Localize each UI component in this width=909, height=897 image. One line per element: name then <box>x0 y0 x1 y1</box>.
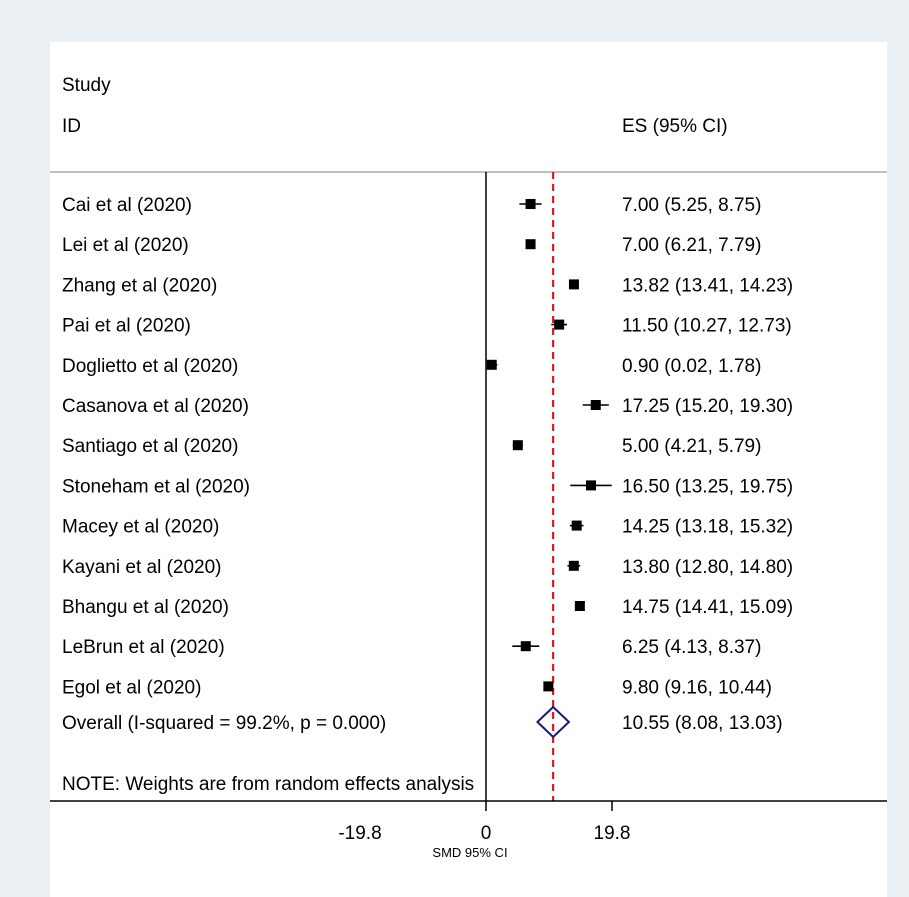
study-row: Santiago et al (2020) 5.00 (4.21, 5.79) <box>62 436 761 457</box>
effect-marker <box>571 520 582 531</box>
study-row: Pai et al (2020) 11.50 (10.27, 12.73) <box>62 316 792 337</box>
x-tick-label: 0 <box>481 823 492 844</box>
study-es-label: 11.50 (10.27, 12.73) <box>622 316 792 337</box>
study-es-label: 13.82 (13.41, 14.23) <box>622 275 793 296</box>
study-name: Pai et al (2020) <box>62 316 191 337</box>
header-es: ES (95% CI) <box>622 116 728 137</box>
study-row: Stoneham et al (2020) 16.50 (13.25, 19.75… <box>62 476 793 497</box>
study-row: Kayani et al (2020) 13.80 (12.80, 14.80) <box>62 557 793 578</box>
study-row: Lei et al (2020) 7.00 (6.21, 7.79) <box>62 235 761 256</box>
study-name: Kayani et al (2020) <box>62 557 222 578</box>
study-es-label: 7.00 (6.21, 7.79) <box>622 235 761 256</box>
study-row: Macey et al (2020) 14.25 (13.18, 15.32) <box>62 517 793 538</box>
study-row: Casanova et al (2020) 17.25 (15.20, 19.30… <box>62 396 793 417</box>
effect-marker <box>568 560 579 571</box>
x-axis-ticks: -19.8 0 19.8 <box>338 801 630 844</box>
study-es-label: 13.80 (12.80, 14.80) <box>622 557 793 578</box>
effect-marker <box>574 601 585 611</box>
study-es-label: 6.25 (4.13, 8.37) <box>622 637 761 658</box>
study-es-label: 7.00 (5.25, 8.75) <box>622 195 761 216</box>
effect-marker <box>525 199 536 209</box>
study-es-label: 14.25 (13.18, 15.32) <box>622 517 793 538</box>
effect-marker <box>543 681 554 692</box>
header-study: Study <box>62 75 111 96</box>
study-es-label: 5.00 (4.21, 5.79) <box>622 436 761 457</box>
study-name: Stoneham et al (2020) <box>62 476 250 497</box>
effect-marker <box>586 480 596 491</box>
study-name: LeBrun et al (2020) <box>62 637 225 658</box>
effect-marker <box>520 641 531 652</box>
overall-name: Overall (I-squared = 99.2%, p = 0.000) <box>62 713 386 734</box>
overall-es-label: 10.55 (8.08, 13.03) <box>622 713 783 734</box>
study-name: Casanova et al (2020) <box>62 396 249 417</box>
effect-marker <box>590 400 601 410</box>
study-row: Zhang et al (2020) 13.82 (13.41, 14.23) <box>62 275 793 296</box>
effect-marker <box>512 440 523 451</box>
study-name: Bhangu et al (2020) <box>62 597 229 618</box>
study-es-label: 0.90 (0.02, 1.78) <box>622 356 761 377</box>
effect-marker <box>525 239 536 250</box>
x-tick-label: 19.8 <box>594 823 631 844</box>
study-row: Egol et al (2020) 9.80 (9.16, 10.44) <box>62 677 772 698</box>
study-name: Macey et al (2020) <box>62 517 219 538</box>
study-name: Doglietto et al (2020) <box>62 356 238 377</box>
effect-marker <box>554 319 565 330</box>
plot-panel <box>50 42 887 897</box>
study-row: Cai et al (2020) 7.00 (5.25, 8.75) <box>62 195 761 216</box>
study-name: Cai et al (2020) <box>62 195 192 216</box>
note: NOTE: Weights are from random effects an… <box>62 774 474 795</box>
effect-marker <box>486 359 497 370</box>
study-es-label: 9.80 (9.16, 10.44) <box>622 677 772 698</box>
study-es-label: 17.25 (15.20, 19.30) <box>622 396 793 417</box>
study-es-label: 14.75 (14.41, 15.09) <box>622 597 793 618</box>
overall-diamond <box>535 705 571 739</box>
study-row: Bhangu et al (2020) 14.75 (14.41, 15.09) <box>62 597 793 618</box>
effect-marker <box>568 279 579 290</box>
study-es-label: 16.50 (13.25, 19.75) <box>622 476 793 497</box>
x-axis-label: SMD 95% CI <box>432 845 507 860</box>
study-name: Lei et al (2020) <box>62 235 189 256</box>
header-id: ID <box>62 116 81 137</box>
study-name: Santiago et al (2020) <box>62 436 238 457</box>
study-row: Doglietto et al (2020) 0.90 (0.02, 1.78) <box>62 356 761 377</box>
x-tick-label: -19.8 <box>338 823 381 844</box>
study-name: Egol et al (2020) <box>62 677 201 698</box>
study-rows: Cai et al (2020) 7.00 (5.25, 8.75) Lei et … <box>62 195 793 698</box>
study-row: LeBrun et al (2020) 6.25 (4.13, 8.37) <box>62 637 761 658</box>
study-name: Zhang et al (2020) <box>62 275 217 296</box>
